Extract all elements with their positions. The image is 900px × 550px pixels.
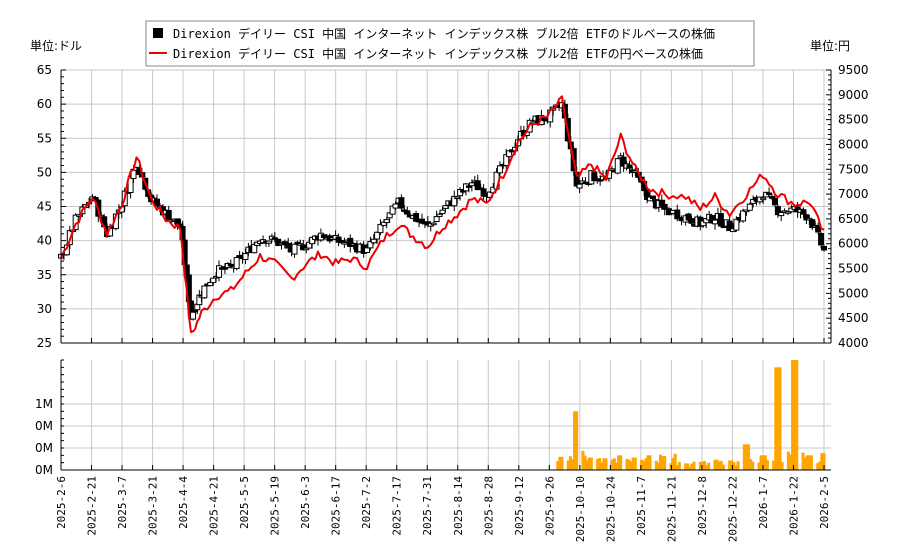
right-tick-label: 8500 xyxy=(838,113,869,127)
x-tick-label: 2025-9-12 xyxy=(513,476,526,536)
x-tick-label: 2025-7-2 xyxy=(360,476,373,529)
right-tick-label: 5000 xyxy=(838,286,869,300)
x-tick-label: 2025-10-24 xyxy=(604,476,617,543)
left-axis-unit: 単位:ドル xyxy=(30,38,82,53)
x-tick-label: 2025-6-3 xyxy=(299,476,312,529)
left-tick-label: 35 xyxy=(37,268,52,282)
left-tick-label: 60 xyxy=(37,97,52,111)
x-tick-label: 2025-7-31 xyxy=(421,476,434,536)
x-tick-label: 2026-2-5 xyxy=(818,476,831,529)
x-tick-label: 2025-10-10 xyxy=(574,476,587,542)
right-tick-label: 8000 xyxy=(838,137,869,151)
right-tick-label: 5500 xyxy=(838,262,869,276)
left-tick-label: 55 xyxy=(37,131,52,145)
right-tick-label: 9000 xyxy=(838,88,869,102)
legend-item-dollar: Direxion デイリー CSI 中国 インターネット インデックス株 ブル2… xyxy=(173,26,715,41)
x-tick-label: 2026-1-7 xyxy=(757,476,770,529)
volume-tick-label: 0M xyxy=(35,463,53,477)
yen-price-line xyxy=(60,95,825,334)
x-tick-label: 2025-3-7 xyxy=(116,476,129,529)
left-tick-label: 65 xyxy=(37,63,52,77)
x-tick-label: 2025-8-14 xyxy=(452,476,465,536)
volume-bars xyxy=(556,360,826,470)
left-tick-label: 30 xyxy=(37,302,52,316)
legend-item-yen: Direxion デイリー CSI 中国 インターネット インデックス株 ブル2… xyxy=(173,46,703,61)
x-tick-label: 2025-11-7 xyxy=(635,476,648,536)
x-tick-label: 2025-5-5 xyxy=(238,476,251,529)
x-tick-label: 2025-6-17 xyxy=(330,476,343,536)
left-tick-label: 25 xyxy=(37,336,52,350)
x-tick-label: 2025-2-6 xyxy=(55,476,68,529)
volume-tick-label: 1M xyxy=(35,397,53,411)
right-tick-label: 7000 xyxy=(838,187,869,201)
left-tick-label: 45 xyxy=(37,200,52,214)
x-tick-label: 2025-12-8 xyxy=(696,476,709,536)
right-tick-label: 9500 xyxy=(838,63,869,77)
volume-tick-label: 0M xyxy=(35,419,53,433)
x-tick-label: 2025-2-21 xyxy=(86,476,99,536)
x-tick-label: 2025-7-17 xyxy=(391,476,404,536)
volume-tick-label: 0M xyxy=(35,441,53,455)
x-tick-label: 2025-4-4 xyxy=(177,476,190,529)
x-tick-label: 2026-1-22 xyxy=(787,476,800,536)
x-tick-label: 2025-8-28 xyxy=(482,476,495,536)
right-tick-label: 4000 xyxy=(838,336,869,350)
right-axis-unit: 単位:円 xyxy=(810,38,850,53)
x-tick-label: 2025-3-21 xyxy=(147,476,160,536)
x-tick-label: 2025-12-22 xyxy=(726,476,739,542)
right-tick-label: 6500 xyxy=(838,212,869,226)
right-tick-label: 7500 xyxy=(838,162,869,176)
x-tick-label: 2025-5-19 xyxy=(269,476,282,536)
legend: Direxion デイリー CSI 中国 インターネット インデックス株 ブル2… xyxy=(145,20,755,67)
left-tick-label: 40 xyxy=(37,234,52,248)
legend-box xyxy=(145,20,755,67)
right-tick-label: 4500 xyxy=(838,311,869,325)
right-tick-label: 6000 xyxy=(838,237,869,251)
x-tick-label: 2025-4-21 xyxy=(208,476,221,536)
x-tick-label: 2025-9-26 xyxy=(543,476,556,536)
left-tick-label: 50 xyxy=(37,165,52,179)
x-tick-label: 2025-11-21 xyxy=(665,476,678,542)
black-square-icon xyxy=(153,28,163,38)
axes: 65 60 55 50 45 40 35 30 25 9500 9000 8500 8000 7500 70… xyxy=(35,63,869,542)
